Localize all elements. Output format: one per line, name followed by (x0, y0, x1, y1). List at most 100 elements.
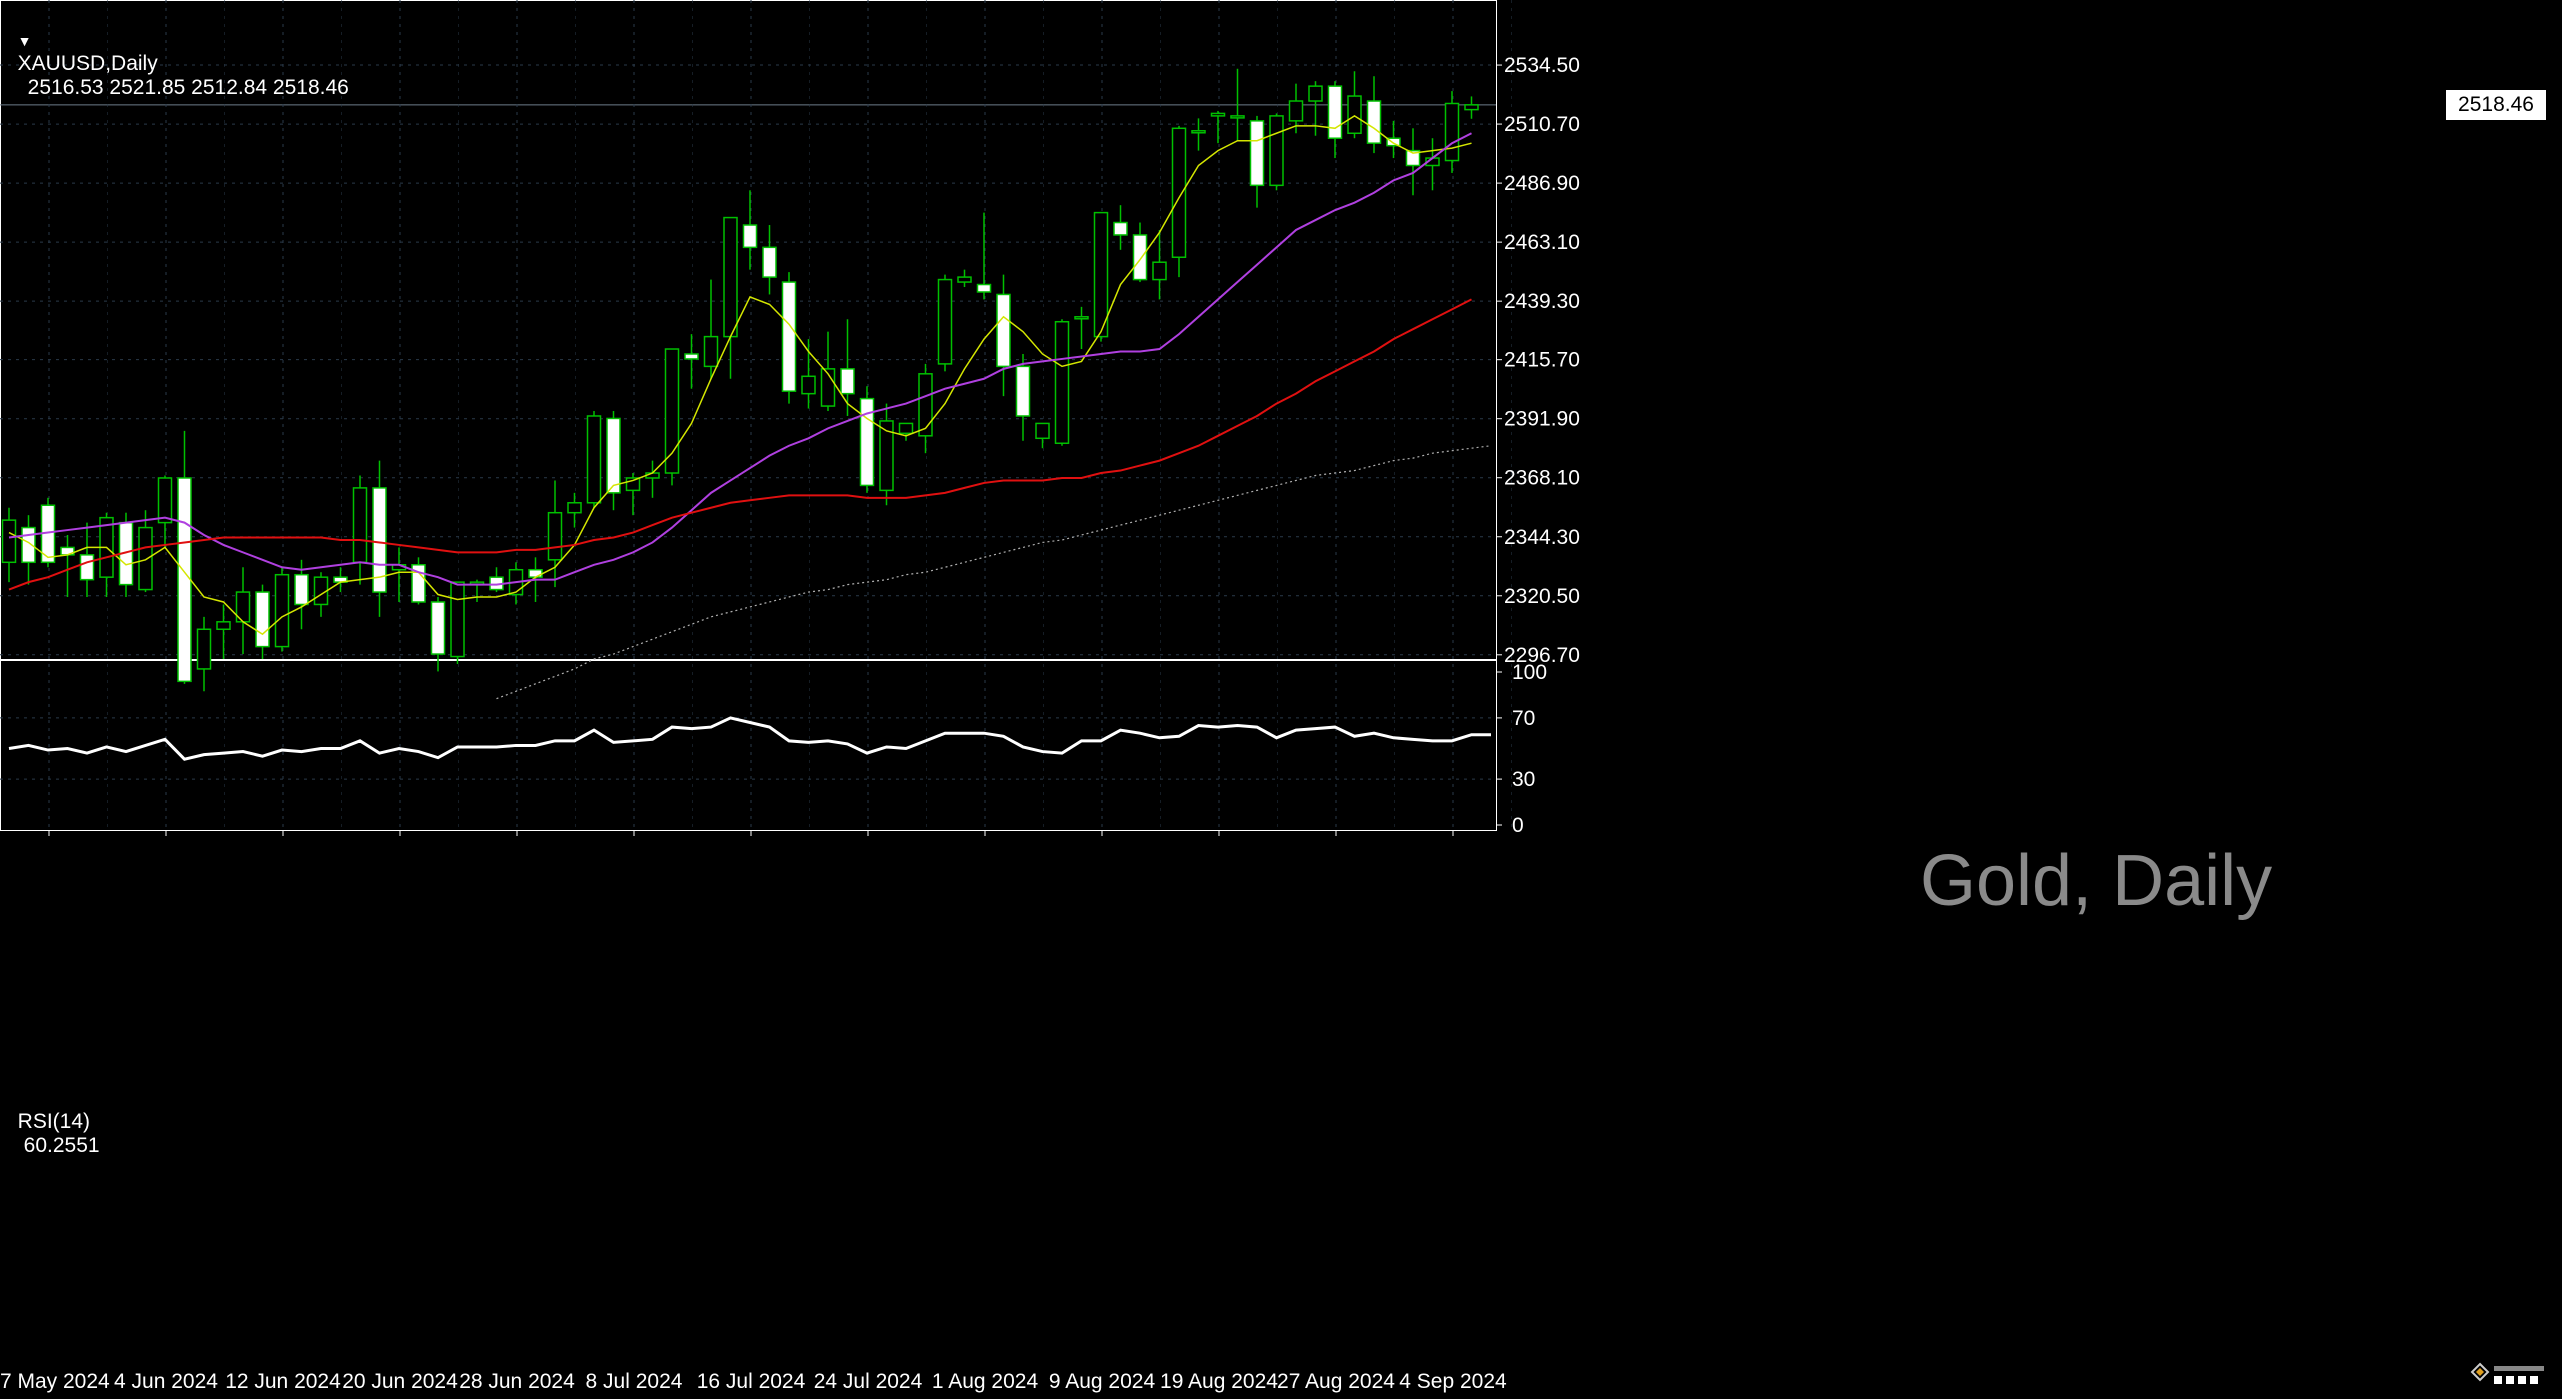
bull-candle (157, 477, 173, 524)
bull-candle (216, 621, 231, 631)
bear-candle (606, 417, 621, 494)
time-tick-label: 12 Jun 2024 (225, 1370, 341, 1393)
time-tick-label: 1 Aug 2024 (932, 1370, 1039, 1393)
bear-candle (1386, 137, 1401, 147)
bull-candle (723, 216, 738, 338)
bear-candle (1327, 85, 1343, 139)
bear-candle (372, 487, 387, 593)
bear-candle (762, 246, 777, 278)
price-tick-label: 2463.10 (1504, 231, 1580, 254)
bull-candle (1, 519, 17, 564)
bear-candle (528, 568, 543, 578)
long-moving-average-line (496, 445, 1492, 700)
bull-candle (937, 278, 953, 365)
bull-candle (586, 415, 602, 504)
bull-candle (879, 420, 894, 492)
rsi-tick-label: 100 (1512, 661, 1547, 684)
bear-candle (79, 554, 95, 581)
candlestick-series (1, 68, 1479, 692)
bull-candle (1093, 211, 1109, 338)
time-tick-label: 28 Jun 2024 (459, 1370, 575, 1393)
bull-candle (1035, 422, 1050, 440)
bull-candle (274, 573, 290, 648)
plot-border (0, 0, 1497, 831)
brand-logo-icon (2470, 1362, 2544, 1384)
bear-candle (1366, 100, 1382, 144)
bull-candle (1230, 115, 1245, 119)
fast-ma-line (8, 115, 1472, 636)
rsi-value: 60.2551 (23, 1134, 100, 1157)
bull-candle (801, 375, 816, 395)
bear-candle (996, 293, 1011, 368)
symbol-label: XAUUSD,Daily (17, 52, 158, 75)
time-tick-label: 27 May 2024 (0, 1370, 110, 1393)
bull-candle (450, 581, 465, 658)
rsi-header: RSI(14) 60.2551 (6, 1086, 100, 1158)
rsi-line (8, 716, 1491, 761)
bull-candle (567, 502, 582, 514)
price-tick-label: 2486.90 (1504, 172, 1580, 195)
price-tick-label: 2415.70 (1504, 349, 1580, 372)
time-tick-label: 27 Aug 2024 (1277, 1370, 1395, 1393)
rsi-tick-label: 70 (1512, 707, 1535, 730)
bull-candle (918, 373, 933, 437)
bull-candle (898, 422, 914, 435)
bull-candle (138, 526, 153, 591)
dropdown-triangle-icon[interactable]: ▼ (17, 33, 32, 49)
price-axis: 2534.50 2510.70 2486.90 2463.10 2439.30 2415.… (1496, 54, 1580, 667)
bear-candle (742, 224, 758, 249)
bull-candle (1074, 316, 1089, 320)
bear-candle (21, 526, 36, 564)
bull-candle (1191, 130, 1206, 134)
rsi-tick-label: 0 (1512, 814, 1524, 837)
bear-candle (840, 368, 855, 395)
time-tick-label: 16 Jul 2024 (697, 1370, 806, 1393)
bull-candle (1347, 95, 1362, 135)
time-tick-label: 20 Jun 2024 (342, 1370, 458, 1393)
bull-candle (703, 335, 719, 368)
time-tick-label: 19 Aug 2024 (1160, 1370, 1278, 1393)
rsi-panel: 100 70 30 0 (0, 661, 1547, 837)
last-price-tag: 2518.46 (2446, 89, 2546, 120)
rsi-label: RSI(14) (17, 1110, 91, 1133)
time-axis: 27 May 2024 4 Jun 2024 12 Jun 2024 20 Jun 2… (0, 830, 1507, 1393)
bull-candle (1152, 261, 1167, 281)
bull-candle (664, 348, 680, 474)
bull-candle (1308, 85, 1323, 102)
mid-ma-line (8, 132, 1472, 586)
time-tick-label: 9 Aug 2024 (1049, 1370, 1156, 1393)
grid-lines (0, 0, 1512, 831)
bull-candle (547, 511, 563, 561)
bull-candle (196, 628, 212, 670)
time-tick-label: 24 Jul 2024 (814, 1370, 923, 1393)
bear-candle (1015, 365, 1031, 417)
bull-candle (1054, 320, 1070, 445)
bull-candle (1210, 112, 1226, 117)
symbol-header: ▼ XAUUSD,Daily 2516.53 2521.85 2512.84 2… (6, 4, 349, 100)
price-tick-label: 2320.50 (1504, 585, 1580, 608)
price-tick-label: 2344.30 (1504, 526, 1580, 549)
bull-candle (957, 276, 972, 283)
ohlc-values: 2516.53 2521.85 2512.84 2518.46 (27, 76, 349, 99)
bear-candle (411, 564, 426, 603)
bear-candle (255, 591, 270, 648)
bear-candle (430, 601, 446, 655)
bull-candle (1171, 127, 1187, 259)
slow-ma-line (8, 298, 1472, 591)
bear-candle (1249, 120, 1265, 187)
bear-candle (294, 573, 309, 606)
chart-watermark: Gold, Daily (1920, 841, 2273, 921)
price-tick-label: 2534.50 (1504, 54, 1580, 77)
rsi-tick-label: 30 (1512, 768, 1535, 791)
bull-candle (1464, 104, 1479, 111)
price-tick-label: 2368.10 (1504, 467, 1580, 490)
bull-candle (1269, 115, 1284, 187)
bear-candle (781, 281, 797, 392)
price-tick-label: 2439.30 (1504, 290, 1580, 313)
moving-average-lines (8, 115, 1472, 636)
time-tick-label: 4 Jun 2024 (114, 1370, 218, 1393)
bear-candle (1132, 234, 1148, 281)
price-tick-label: 2510.70 (1504, 113, 1580, 136)
price-tick-label: 2391.90 (1504, 408, 1580, 431)
